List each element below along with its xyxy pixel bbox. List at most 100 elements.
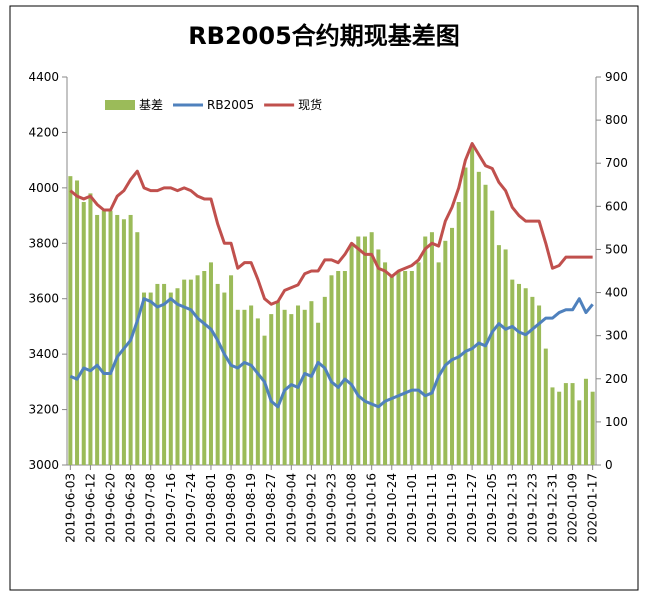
x-tick-label: 2019-06-28	[124, 473, 138, 543]
bar	[557, 391, 562, 465]
y2-tick-label: 700	[605, 156, 628, 170]
x-tick-label: 2019-06-03	[63, 473, 77, 543]
legend-swatch	[105, 100, 135, 110]
y2-tick-label: 400	[605, 286, 628, 300]
x-tick-label: 2019-10-24	[385, 473, 399, 543]
bar	[262, 335, 267, 465]
line	[69, 142, 593, 306]
legend-label: 基差	[139, 98, 163, 112]
x-tick-label: 2019-09-12	[304, 473, 318, 543]
bar	[75, 180, 80, 465]
bar	[423, 236, 428, 465]
bar	[249, 305, 254, 465]
bar	[443, 240, 448, 465]
bar	[162, 283, 167, 465]
x-tick-label: 2019-11-27	[465, 473, 479, 543]
bar	[68, 176, 73, 465]
bar	[570, 383, 575, 465]
bar	[416, 262, 421, 465]
y2-tick-label: 200	[605, 372, 628, 386]
bar	[101, 210, 106, 465]
y2-tick-label: 800	[605, 113, 628, 127]
bar	[523, 288, 528, 465]
x-tick-label: 2019-08-27	[264, 473, 278, 543]
x-tick-label: 2019-11-19	[445, 473, 459, 543]
bar	[95, 214, 100, 465]
bar	[121, 219, 126, 465]
bar	[369, 232, 374, 465]
y-tick-label: 3800	[28, 236, 59, 250]
x-tick-label: 2019-08-01	[204, 473, 218, 543]
bar	[563, 383, 568, 465]
x-tick-label: 2019-09-04	[284, 473, 298, 543]
x-tick-label: 2019-07-08	[144, 473, 158, 543]
bar	[403, 271, 408, 465]
bar	[516, 283, 522, 465]
bar	[309, 301, 314, 465]
bar	[322, 296, 327, 465]
x-tick-label: 2019-11-11	[425, 473, 439, 543]
bar	[148, 292, 153, 465]
bar	[362, 236, 367, 465]
x-tick-label: 2019-08-09	[224, 473, 238, 543]
x-tick-label: 2019-06-12	[83, 473, 97, 543]
x-tick-label: 2019-09-23	[325, 473, 339, 543]
chart-title: RB2005合约期现基差图	[188, 22, 460, 50]
y2-tick-label: 600	[605, 199, 628, 213]
bar	[510, 279, 515, 465]
bar	[336, 271, 341, 465]
bar	[389, 275, 394, 465]
bar	[275, 301, 280, 465]
bar	[222, 292, 227, 465]
bar	[195, 275, 200, 465]
bar	[188, 279, 193, 465]
x-tick-label: 2019-11-01	[405, 473, 419, 543]
y-tick-label: 3000	[28, 458, 59, 472]
bar	[450, 227, 455, 465]
bar	[577, 400, 582, 465]
bar	[135, 232, 140, 465]
bar	[590, 391, 595, 465]
bar	[215, 283, 220, 465]
bar	[483, 184, 488, 465]
y2-tick-label: 100	[605, 415, 628, 429]
bar	[476, 171, 481, 465]
bar	[182, 279, 187, 465]
bar	[168, 292, 173, 465]
x-tick-label: 2019-12-23	[525, 473, 539, 543]
bar	[537, 305, 542, 465]
bar	[470, 145, 475, 465]
bar	[115, 214, 120, 465]
x-tick-label: 2019-08-19	[244, 473, 258, 543]
x-tick-label: 2019-10-16	[365, 473, 379, 543]
bar	[342, 271, 347, 465]
x-tick-label: 2020-01-17	[586, 473, 600, 543]
y2-tick-label: 900	[605, 70, 628, 84]
x-tick-label: 2019-12-31	[545, 473, 559, 543]
bar	[155, 283, 160, 465]
bar	[543, 348, 548, 465]
bar	[409, 271, 414, 465]
bar	[356, 236, 361, 465]
bar	[289, 314, 294, 465]
bar	[396, 271, 401, 465]
bar	[349, 245, 354, 465]
bar	[329, 275, 334, 465]
bar	[229, 275, 234, 465]
bar	[496, 245, 501, 465]
x-tick-label: 2019-06-20	[104, 473, 118, 543]
bar	[108, 210, 113, 465]
bar	[383, 262, 388, 465]
x-tick-label: 2019-12-13	[505, 473, 519, 543]
x-tick-label: 2019-07-24	[184, 473, 198, 543]
y2-tick-label: 500	[605, 242, 628, 256]
bar	[490, 210, 495, 465]
bar	[429, 232, 434, 465]
legend-label: 现货	[298, 97, 322, 112]
bar	[436, 262, 441, 465]
x-tick-label: 2019-12-05	[485, 473, 499, 543]
bar	[242, 309, 247, 465]
bar	[302, 309, 307, 465]
bar	[503, 249, 508, 465]
bar	[583, 378, 588, 465]
